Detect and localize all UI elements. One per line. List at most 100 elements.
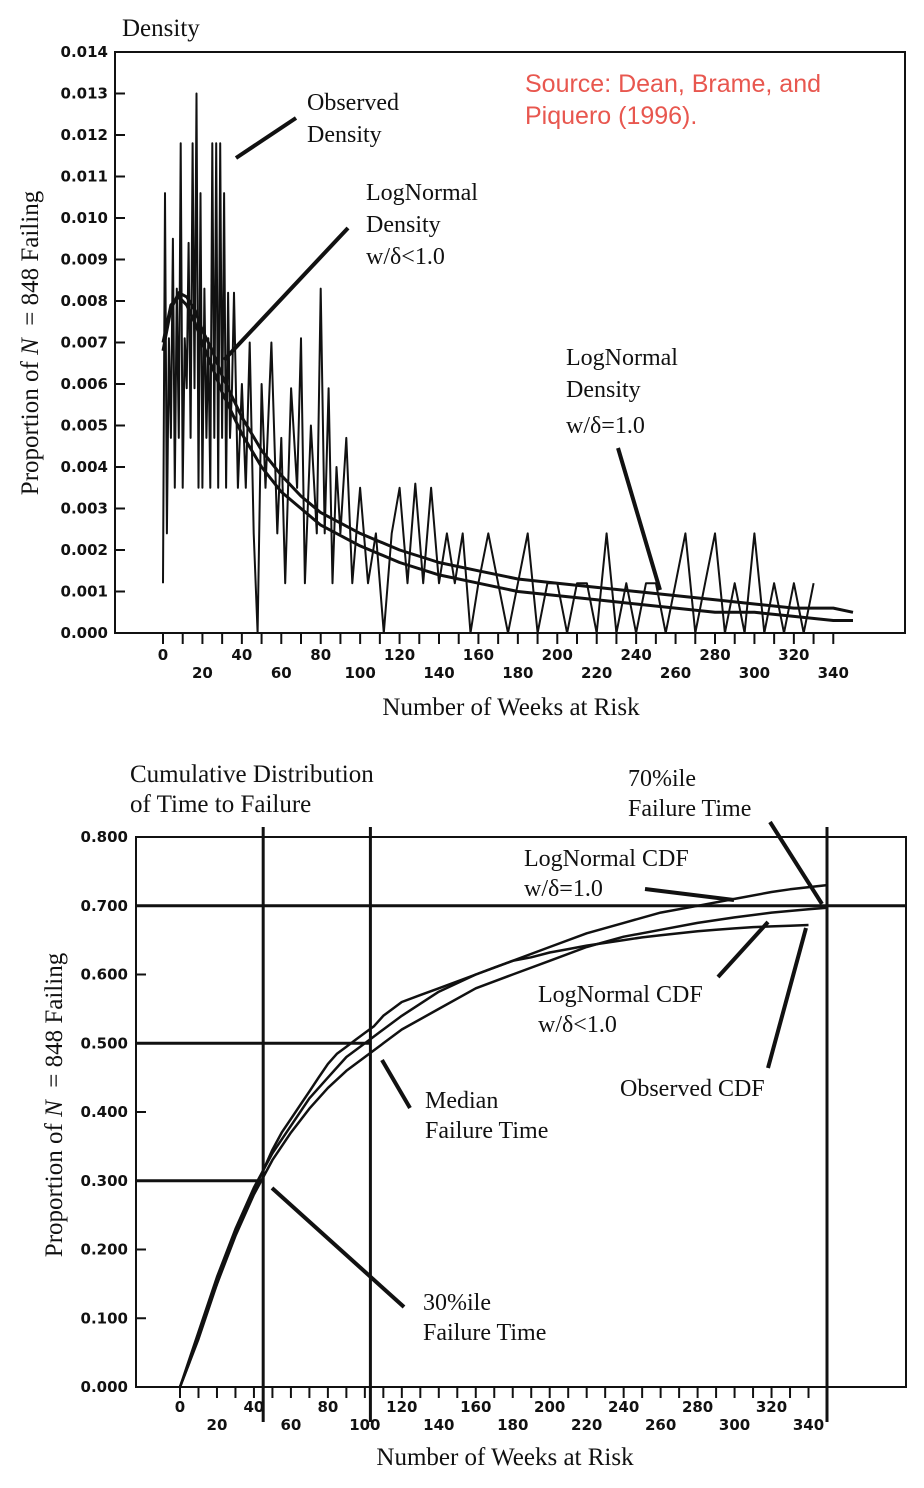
x-tick-label: 300	[719, 1416, 750, 1434]
annotation-label: Observed Density	[307, 90, 405, 148]
annotation-pointer	[222, 226, 350, 362]
x-tick-label: 80	[310, 646, 331, 664]
x-tick-label: 120	[384, 646, 415, 664]
x-tick-label: 300	[739, 664, 770, 682]
annotation-label: LogNormal Density w/δ<1.0	[366, 180, 484, 270]
x-tick-label: 0	[158, 646, 168, 664]
chart-title: Density	[122, 15, 200, 42]
x-tick-label: 160	[460, 1398, 491, 1416]
y-tick-label: 0.011	[61, 168, 108, 186]
y-tick-label: 0.000	[81, 1378, 128, 1396]
x-tick-label: 320	[756, 1398, 787, 1416]
annotation-label: Median Failure Time	[425, 1088, 548, 1144]
y-tick-label: 0.001	[61, 583, 108, 601]
x-tick-label: 240	[608, 1398, 639, 1416]
y-tick-label: 0.000	[61, 624, 108, 642]
x-axis: 0 40 80 120 160 200 240 280 320 20 60 100 140 180 220 2…	[158, 633, 849, 682]
annotation-label: LogNormal CDF w/δ<1.0	[538, 982, 709, 1038]
x-tick-label: 20	[192, 664, 213, 682]
annotation-label: 70%ile Failure Time	[628, 766, 751, 822]
y-tick-label: 0.700	[81, 897, 128, 915]
annotation-label: Observed CDF	[620, 1076, 765, 1102]
y-axis-label: Proportion of N = 848 Failing	[17, 190, 44, 495]
x-tick-label: 60	[280, 1416, 301, 1434]
y-tick-label: 0.012	[61, 126, 108, 144]
x-tick-label: 240	[620, 646, 651, 664]
y-axis-label: Proportion of N = 848 Failing	[41, 952, 68, 1257]
density-chart: Density 0.000 0.001 0.002 0.003 0.004 0.005 0.…	[17, 15, 906, 721]
y-tick-label: 0.002	[61, 541, 108, 559]
x-tick-label: 100	[349, 1416, 380, 1434]
x-tick-label: 0	[175, 1398, 185, 1416]
series-line-observed-density	[162, 92, 815, 634]
y-tick-label: 0.014	[61, 43, 108, 61]
y-tick-label: 0.005	[61, 417, 108, 435]
x-axis-label: Number of Weeks at Risk	[376, 1444, 634, 1471]
annotation-median-failure-time: Median Failure Time	[380, 1058, 548, 1144]
annotation-lognormal-cdf-eq1: LogNormal CDF w/δ=1.0	[524, 846, 735, 902]
series-line-lognormal-cdf-eq1	[178, 883, 828, 1388]
y-tick-label: 0.400	[81, 1103, 128, 1121]
x-axis: 0 40 80 120 160 200 240 280 320 20 60 100 140 180 220 2…	[175, 1387, 824, 1434]
x-tick-label: 260	[645, 1416, 676, 1434]
annotation-pointer	[270, 1186, 406, 1309]
annotation-lognormal-density-lt1: LogNormal Density w/δ<1.0	[222, 180, 484, 362]
x-tick-label: 20	[207, 1416, 228, 1434]
x-tick-label: 80	[317, 1398, 338, 1416]
series-line-lognormal-density-2	[161, 295, 853, 622]
y-tick-label: 0.003	[61, 500, 108, 518]
x-tick-label: 180	[502, 664, 533, 682]
x-tick-label: 60	[271, 664, 292, 682]
y-tick-label: 0.008	[61, 292, 108, 310]
annotation-lognormal-cdf-lt1: LogNormal CDF w/δ<1.0	[538, 920, 770, 1038]
annotation-observed-cdf: Observed CDF	[620, 927, 808, 1102]
annotation-pointer	[644, 887, 735, 902]
y-tick-label: 0.006	[61, 375, 108, 393]
x-tick-label: 220	[581, 664, 612, 682]
x-tick-label: 140	[423, 1416, 454, 1434]
source-note-line-2: Piquero (1996).	[525, 102, 697, 130]
x-axis-label: Number of Weeks at Risk	[382, 694, 640, 721]
annotation-pointer	[768, 820, 824, 906]
y-tick-label: 0.004	[61, 458, 108, 476]
annotation-pointer	[616, 447, 662, 591]
x-tick-label: 180	[497, 1416, 528, 1434]
annotation-label: 30%ile Failure Time	[423, 1290, 546, 1346]
annotation-70pct-failure-time: 70%ile Failure Time	[628, 766, 824, 906]
x-tick-label: 200	[534, 1398, 565, 1416]
annotation-lognormal-density-eq1: LogNormal Density w/δ=1.0	[566, 345, 678, 591]
reference-lines	[136, 827, 906, 1422]
y-tick-label: 0.009	[61, 251, 108, 269]
y-tick-label: 0.600	[81, 966, 128, 984]
y-tick-label: 0.800	[81, 828, 128, 846]
x-tick-label: 160	[463, 646, 494, 664]
y-tick-label: 0.010	[61, 209, 108, 227]
source-note: Source: Dean, Brame, and Piquero (1996).	[525, 70, 828, 130]
x-tick-label: 340	[793, 1416, 824, 1434]
series-group	[178, 883, 828, 1388]
annotation-label: LogNormal CDF w/δ=1.0	[524, 846, 695, 902]
x-tick-label: 40	[244, 1398, 265, 1416]
chart-title: Cumulative Distribution of Time to Failu…	[130, 761, 380, 818]
series-line-observed-cdf	[178, 923, 809, 1388]
y-axis: 0.000 0.100 0.200 0.300 0.400 0.500 0.600 0.700…	[81, 828, 146, 1396]
y-tick-label: 0.500	[81, 1034, 128, 1052]
y-tick-label: 0.200	[81, 1241, 128, 1259]
y-tick-label: 0.100	[81, 1309, 128, 1327]
series-line-lognormal-cdf-lt1	[178, 906, 828, 1388]
annotation-pointer	[380, 1058, 412, 1110]
x-tick-label: 340	[818, 664, 849, 682]
series-line-lognormal-density-1	[161, 291, 854, 614]
annotation-pointer	[766, 927, 808, 1069]
x-tick-label: 320	[778, 646, 809, 664]
x-tick-label: 220	[571, 1416, 602, 1434]
series-group	[161, 92, 854, 634]
cdf-chart: Cumulative Distribution of Time to Failu…	[41, 761, 907, 1471]
y-axis: 0.000 0.001 0.002 0.003 0.004 0.005 0.006 0.007…	[61, 43, 125, 642]
x-tick-label: 280	[682, 1398, 713, 1416]
x-tick-label: 280	[699, 646, 730, 664]
source-note-line-1: Source: Dean, Brame, and	[525, 70, 821, 98]
x-tick-label: 40	[231, 646, 252, 664]
x-tick-label: 120	[386, 1398, 417, 1416]
